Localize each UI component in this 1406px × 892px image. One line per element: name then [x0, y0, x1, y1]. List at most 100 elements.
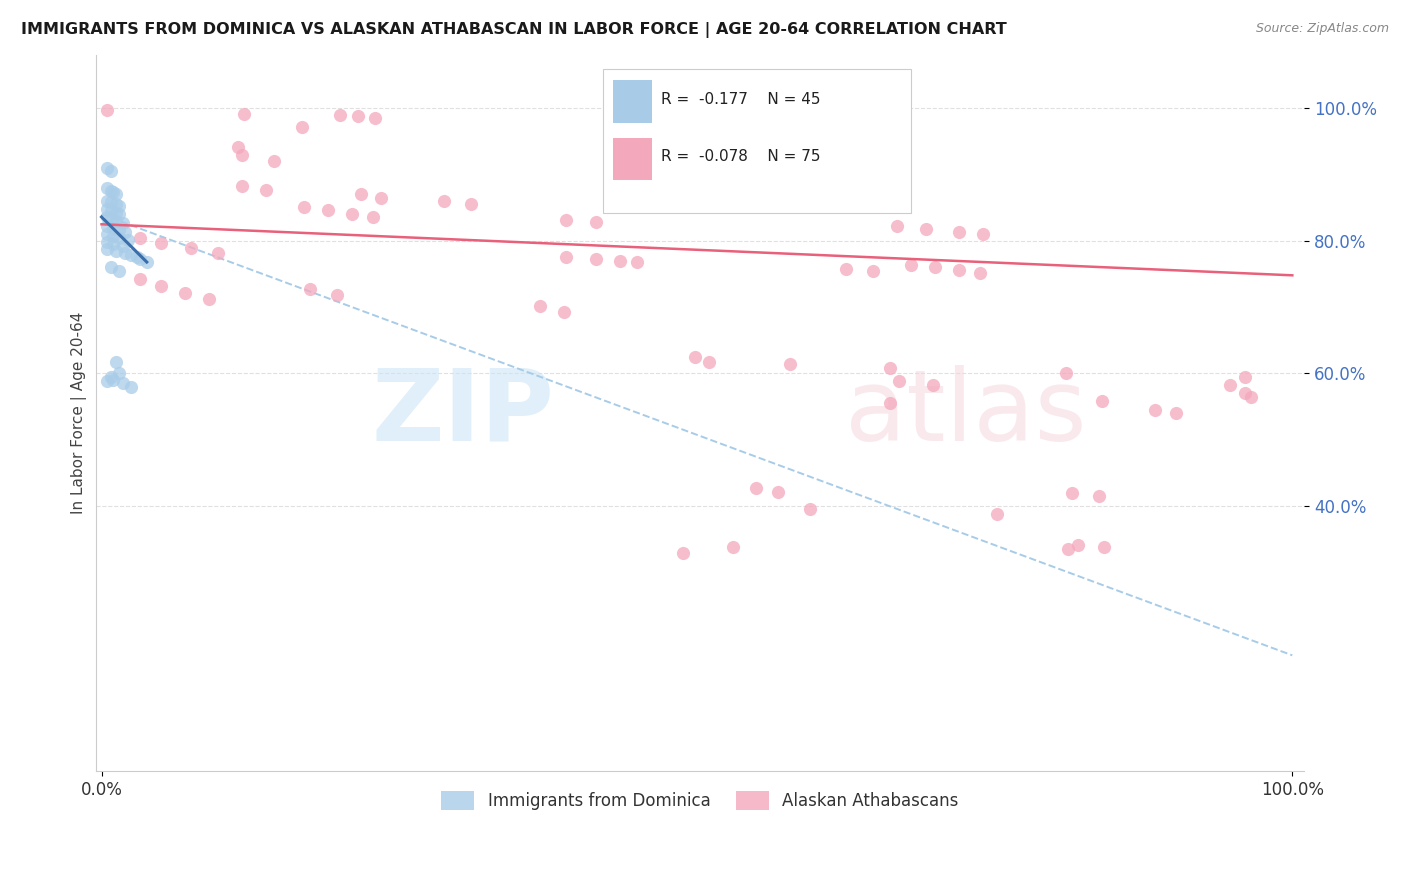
- Point: [1092, 540, 1115, 554]
- Point: [1239, 390, 1261, 404]
- Point: [104, 244, 127, 258]
- Point: [100, 195, 122, 210]
- Point: [96, 227, 118, 242]
- Point: [207, 245, 229, 260]
- Point: [553, 305, 575, 319]
- Point: [672, 545, 695, 559]
- Point: [609, 253, 631, 268]
- Point: [298, 282, 321, 296]
- Point: [197, 292, 219, 306]
- Point: [889, 375, 911, 389]
- Point: [103, 220, 125, 235]
- Point: [100, 164, 122, 178]
- Point: [585, 252, 607, 267]
- Point: [835, 261, 858, 276]
- Point: [879, 396, 901, 410]
- Point: [96, 235, 118, 249]
- Point: [96, 194, 118, 208]
- Point: [180, 241, 202, 255]
- Point: [135, 255, 157, 269]
- Point: [555, 250, 578, 264]
- Point: [766, 484, 789, 499]
- Point: [108, 199, 131, 213]
- Text: R =  -0.177    N = 45: R = -0.177 N = 45: [661, 92, 821, 107]
- Point: [173, 285, 195, 300]
- Point: [1060, 486, 1083, 500]
- Point: [96, 181, 118, 195]
- Point: [103, 237, 125, 252]
- Point: [1164, 406, 1187, 420]
- Point: [914, 222, 936, 236]
- FancyBboxPatch shape: [603, 70, 911, 212]
- Point: [108, 230, 131, 244]
- Point: [263, 154, 285, 169]
- Point: [1219, 378, 1241, 392]
- Point: [104, 354, 127, 368]
- Point: [626, 255, 648, 269]
- Point: [1091, 394, 1114, 409]
- Point: [128, 272, 150, 286]
- Point: [948, 225, 970, 239]
- Point: [103, 186, 125, 200]
- Point: [346, 109, 368, 123]
- Point: [128, 252, 150, 267]
- Point: [100, 184, 122, 198]
- Point: [96, 375, 118, 389]
- Point: [108, 263, 131, 277]
- Point: [96, 161, 118, 175]
- Point: [555, 212, 578, 227]
- Point: [103, 373, 125, 387]
- Point: [1233, 369, 1256, 384]
- Legend: Immigrants from Dominica, Alaskan Athabascans: Immigrants from Dominica, Alaskan Athaba…: [434, 785, 966, 817]
- Point: [879, 361, 901, 376]
- Point: [340, 207, 363, 221]
- Point: [329, 108, 352, 122]
- Point: [111, 216, 134, 230]
- Point: [721, 540, 744, 554]
- Point: [254, 183, 277, 197]
- Point: [96, 103, 118, 117]
- Point: [972, 227, 994, 242]
- Point: [103, 228, 125, 243]
- Point: [683, 350, 706, 364]
- Point: [96, 202, 118, 216]
- Point: [370, 191, 392, 205]
- Point: [900, 258, 922, 272]
- Point: [104, 197, 127, 211]
- Point: [292, 200, 315, 214]
- Point: [120, 380, 142, 394]
- Point: [231, 147, 253, 161]
- Point: [350, 187, 373, 202]
- Text: atlas: atlas: [845, 365, 1087, 462]
- Point: [114, 245, 136, 260]
- Point: [924, 260, 946, 275]
- Point: [150, 279, 173, 293]
- Point: [585, 215, 607, 229]
- Point: [96, 242, 118, 256]
- Point: [290, 120, 312, 134]
- Point: [1067, 538, 1090, 552]
- Point: [104, 206, 127, 220]
- Point: [108, 367, 131, 381]
- Point: [128, 231, 150, 245]
- Text: R =  -0.078    N = 75: R = -0.078 N = 75: [661, 149, 821, 164]
- Point: [361, 210, 384, 224]
- Point: [1233, 386, 1256, 401]
- Point: [862, 264, 884, 278]
- Point: [697, 354, 720, 368]
- Text: Source: ZipAtlas.com: Source: ZipAtlas.com: [1256, 22, 1389, 36]
- Point: [1057, 541, 1080, 556]
- Point: [100, 211, 122, 226]
- Point: [100, 204, 122, 219]
- Point: [316, 203, 339, 218]
- Point: [326, 288, 349, 302]
- Point: [120, 248, 142, 262]
- Point: [228, 139, 250, 153]
- Point: [96, 210, 118, 224]
- Point: [111, 239, 134, 253]
- Point: [799, 502, 821, 516]
- Point: [460, 196, 482, 211]
- Point: [886, 219, 908, 234]
- Point: [100, 260, 122, 275]
- FancyBboxPatch shape: [613, 137, 651, 180]
